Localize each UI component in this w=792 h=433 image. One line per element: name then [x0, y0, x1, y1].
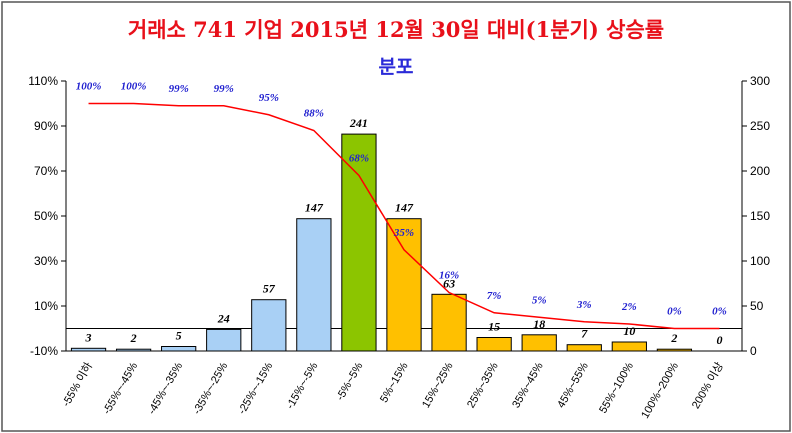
bars-group	[70, 133, 693, 352]
bar	[70, 347, 107, 352]
bar-value-label: 57	[263, 282, 276, 296]
category-label: -45%~-35%	[146, 360, 185, 416]
cumulative-percent-label: 0%	[667, 306, 682, 318]
cumulative-percent-label: 5%	[532, 294, 547, 306]
left-axis-tick-label: 10%	[34, 299, 58, 313]
bar	[431, 293, 467, 352]
bar-value-label: 3	[85, 330, 92, 344]
cumulative-percent-label: 88%	[304, 108, 324, 120]
category-label: -5%~5%	[334, 360, 365, 402]
bar	[521, 334, 557, 352]
bar	[341, 133, 377, 352]
bar-value-label: 15	[488, 320, 500, 334]
left-axis-tick-label: 30%	[34, 254, 58, 268]
right-axis-tick-label: 300	[750, 74, 770, 88]
category-label: -35%~-25%	[191, 360, 230, 416]
bar-value-label: 2	[130, 331, 137, 345]
bar-value-label: 0	[716, 333, 722, 347]
right-axis-tick-label: 150	[750, 209, 770, 223]
right-axis-tick-label: 100	[750, 254, 770, 268]
cumulative-percent-label: 100%	[76, 81, 102, 93]
right-axis-tick-label: 50	[750, 299, 764, 313]
bar	[206, 328, 242, 352]
chart-title: 거래소 741 기업 2015년 12월 30일 대비(1분기) 상승률	[127, 17, 665, 42]
cumulative-line-group	[88, 102, 720, 330]
cumulative-percent-label: 99%	[169, 83, 189, 95]
bar-value-label: 241	[349, 116, 368, 130]
cumulative-percent-label: 35%	[393, 227, 414, 239]
left-axis-tick-label: 70%	[34, 164, 58, 178]
cumulative-percent-label: 7%	[487, 290, 502, 302]
bar-value-label: 7	[581, 327, 588, 341]
category-label: 25%~35%	[465, 360, 501, 410]
bar	[161, 346, 197, 352]
category-label: -25%~-15%	[236, 360, 275, 416]
cumulative-percent-label: 68%	[349, 153, 369, 165]
axes-group: -10%10%30%50%70%90%110%05010015020025030…	[28, 74, 770, 358]
cumulative-percent-label: 0%	[712, 306, 727, 318]
right-axis-tick-label: 250	[750, 119, 770, 133]
cumulative-percent-label: 99%	[214, 83, 234, 95]
bar	[386, 218, 422, 352]
bar-value-label: 24	[217, 311, 230, 325]
bar	[251, 299, 287, 352]
category-label: 55%~100%	[597, 360, 636, 415]
bar-value-label: 10	[623, 324, 635, 338]
bar	[115, 348, 152, 352]
category-label: -55%~-45%	[101, 360, 140, 416]
right-axis-tick-label: 200	[750, 164, 770, 178]
bar-value-label: 5	[176, 329, 182, 343]
cumulative-percent-label: 95%	[259, 92, 279, 104]
category-label: 100%~200%	[639, 360, 681, 420]
category-label: 45%~55%	[555, 360, 591, 410]
category-label: 200% 이상	[689, 360, 726, 411]
cumulative-line	[88, 102, 720, 330]
cumulative-percent-label: 3%	[576, 299, 592, 311]
category-label: -15%~-5%	[284, 360, 320, 411]
bar	[611, 341, 647, 352]
left-axis-tick-label: -10%	[30, 344, 58, 358]
bar-value-label: 2	[670, 331, 677, 345]
right-axis-tick-label: 0	[750, 344, 757, 358]
category-label: 35%~45%	[510, 360, 546, 410]
bar-value-label: 147	[305, 201, 324, 215]
bar	[566, 344, 602, 352]
bar-value-label: 147	[395, 201, 414, 215]
bar	[656, 348, 693, 352]
bar-value-label: 18	[533, 317, 545, 331]
cumulative-percent-label: 16%	[439, 270, 459, 282]
cumulative-percent-label: 2%	[621, 301, 637, 313]
category-label: 5%~15%	[378, 360, 411, 405]
left-axis-tick-label: 50%	[34, 209, 58, 223]
left-axis-tick-label: 110%	[28, 74, 58, 88]
bar	[476, 337, 512, 352]
bar	[296, 218, 332, 352]
category-label: -55% 이하	[59, 360, 96, 409]
category-label: 15%~25%	[420, 360, 456, 410]
bar-value-label: 63	[443, 276, 455, 290]
chart-subtitle: 분포	[378, 56, 414, 78]
cumulative-percent-label: 100%	[121, 81, 147, 93]
left-axis-tick-label: 90%	[34, 119, 58, 133]
